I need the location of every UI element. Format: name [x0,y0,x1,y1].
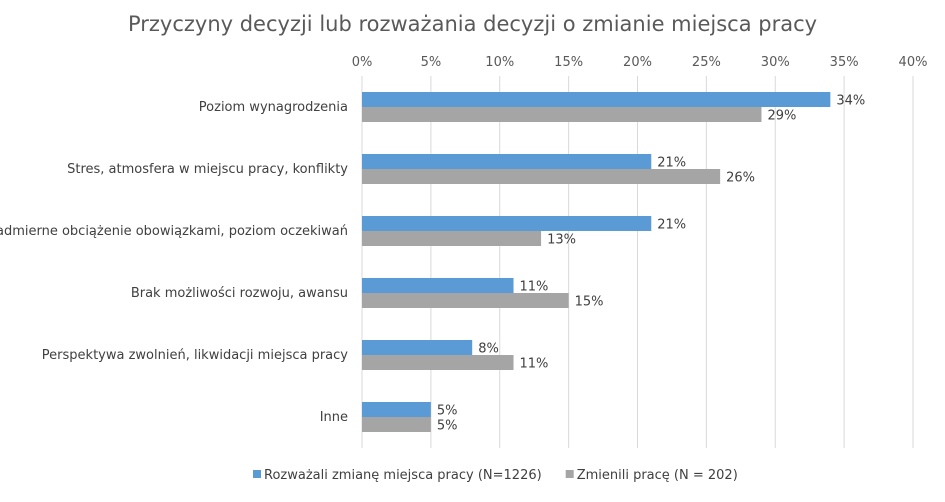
x-tick-label: 15% [554,55,583,70]
data-label: 5% [437,404,458,419]
bar [362,340,473,355]
bar [362,169,721,184]
data-label: 15% [575,295,604,310]
category-label: Inne [320,410,348,425]
legend-label: Zmienili pracę (N = 202) [577,468,738,483]
data-label: 21% [657,218,686,233]
x-tick-label: 40% [899,55,928,70]
category-label: Nadmierne obciążenie obowiązkami, poziom… [0,224,348,239]
category-label: Stres, atmosfera w miejscu pracy, konfli… [67,162,348,177]
data-label: 13% [547,233,576,248]
data-label: 11% [520,357,549,372]
category-label: Perspektywa zwolnień, likwidacji miejsca… [42,348,348,363]
bar [362,92,831,107]
data-label: 21% [657,156,686,171]
legend-label: Rozważali zmianę miejsca pracy (N=1226) [264,468,542,483]
data-label: 29% [767,109,796,124]
data-label: 8% [478,342,499,357]
bar [362,231,542,246]
x-tick-label: 0% [352,55,373,70]
x-tick-label: 5% [421,55,442,70]
bar [362,278,514,293]
chart-title: Przyczyny decyzji lub rozważania decyzji… [127,12,818,36]
data-label: 26% [726,171,755,186]
bar [362,107,762,122]
category-label: Poziom wynagrodzenia [199,100,348,115]
bar [362,293,569,308]
data-label: 11% [520,280,549,295]
x-tick-label: 35% [830,55,859,70]
bar [362,402,431,417]
x-tick-label: 25% [692,55,721,70]
x-tick-label: 20% [623,55,652,70]
data-label: 34% [836,94,865,109]
legend-swatch [253,470,261,478]
category-label: Brak możliwości rozwoju, awansu [131,286,348,301]
bar [362,154,652,169]
legend-swatch [565,470,574,478]
x-tick-label: 30% [761,55,790,70]
bar [362,216,652,231]
data-label: 5% [437,419,458,434]
bar [362,417,431,432]
bar [362,355,514,370]
x-tick-label: 10% [485,55,514,70]
